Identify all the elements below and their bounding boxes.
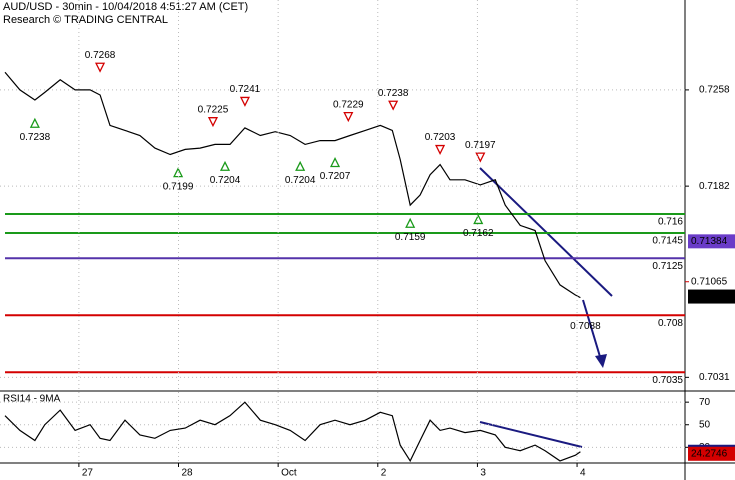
price-tag-box (688, 289, 735, 304)
price-line (4, 71, 581, 299)
pivot-high-marker (207, 117, 219, 128)
x-tick-label: 27 (82, 468, 94, 479)
y-tick-label: 50 (699, 419, 711, 430)
pivot-low-marker (405, 217, 416, 228)
pivot-high-marker (388, 100, 399, 111)
price-tag-box (688, 234, 735, 249)
x-tick-label: 3 (480, 468, 486, 479)
pivot-low-marker (29, 117, 40, 128)
pivot-label: 0.7225 (198, 104, 229, 115)
y-tick-label: 0.7258 (699, 85, 730, 96)
pivot-label: 0.7268 (85, 50, 116, 61)
price-tag-label: 0.71384 (691, 236, 728, 247)
pivot-low-marker (473, 214, 484, 225)
y-tick-label: 0.7182 (699, 181, 730, 192)
x-tick-label: 2 (381, 468, 387, 479)
pivot-label: 0.7203 (425, 132, 456, 143)
rsi-title: RSI14 - 9MA (3, 394, 61, 405)
pivot-label: 0.7162 (463, 228, 494, 239)
x-tick-label: 28 (182, 468, 194, 479)
price-tag-box (688, 446, 735, 461)
level-label: 0.716 (658, 217, 683, 228)
pivot-label: 0.7197 (465, 140, 496, 151)
pivot-high-marker (475, 152, 486, 163)
pivot-label: 0.7238 (378, 88, 409, 99)
pivot-label: 0.7241 (230, 84, 261, 95)
pivot-label: 0.7207 (320, 171, 351, 182)
pivot-label: 0.7159 (395, 232, 426, 243)
arrow-head (595, 354, 607, 368)
rsi-trend-line (479, 421, 583, 448)
arrow-line (582, 299, 602, 361)
annotation: 0.7088 (570, 321, 601, 332)
x-tick-label: Oct (281, 468, 297, 479)
pivot-label: 0.7199 (163, 181, 194, 192)
y-tick-label: 70 (699, 397, 711, 408)
pivot-high-marker (343, 111, 354, 123)
price-tag-label: 0.70948 (691, 291, 728, 302)
pivot-high-marker (94, 62, 106, 73)
pivot-high-marker (435, 144, 446, 155)
pivot-low-marker (219, 160, 231, 171)
price-tag-label: 0.71065 (691, 276, 728, 287)
pivot-low-marker (295, 160, 306, 171)
x-tick-label: 4 (580, 468, 586, 479)
chart-title: AUD/USD - 30min - 10/04/2018 4:51:27 AM … (3, 1, 248, 13)
pivot-label: 0.7204 (285, 175, 316, 186)
pivot-label: 0.7204 (210, 175, 241, 186)
pivot-label: 0.7229 (333, 99, 364, 110)
level-label: 0.7145 (652, 236, 683, 247)
level-label: 0.708 (658, 318, 683, 329)
pivot-low-marker (329, 157, 341, 168)
level-label: 0.7035 (652, 375, 683, 386)
price-line (4, 401, 581, 463)
level-label: 0.7125 (652, 261, 683, 272)
y-tick-label: 0.7031 (699, 372, 730, 383)
chart-subtitle: Research © TRADING CENTRAL (3, 14, 168, 26)
pivot-high-marker (239, 96, 250, 107)
price-tag-label: 24.2746 (691, 448, 728, 459)
pivot-label: 0.7238 (20, 132, 51, 143)
